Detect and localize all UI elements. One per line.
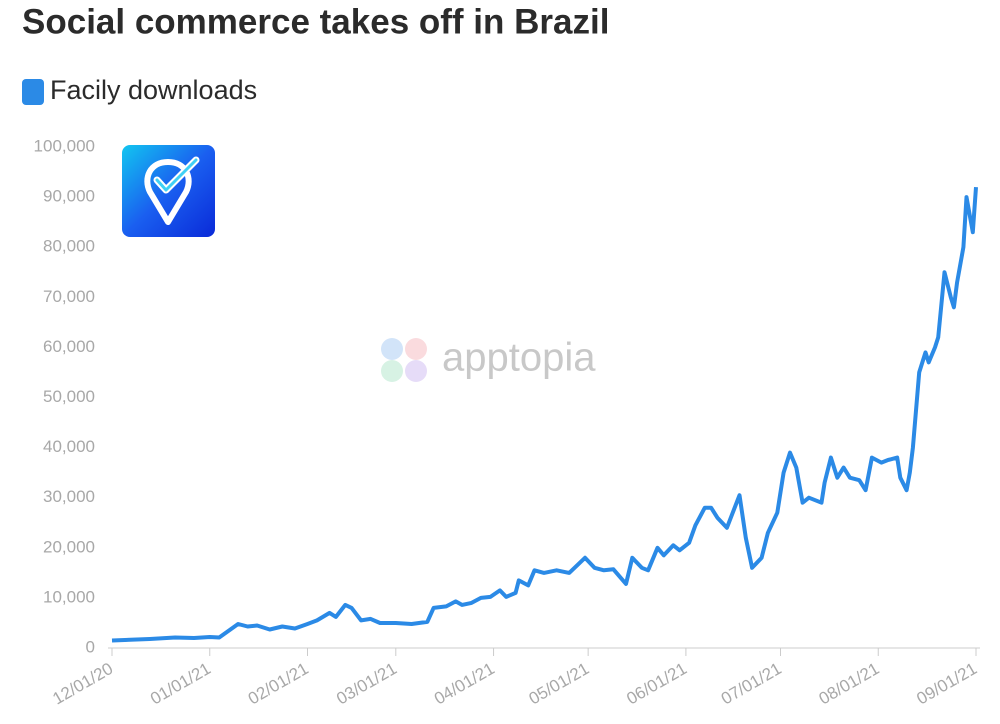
y-tick-label: 60,000 bbox=[43, 337, 95, 356]
watermark: apptopia bbox=[442, 336, 596, 380]
x-tick-label: 04/01/21 bbox=[431, 659, 498, 709]
y-tick-label: 0 bbox=[86, 637, 95, 656]
y-tick-label: 100,000 bbox=[34, 136, 95, 155]
y-tick-label: 30,000 bbox=[43, 487, 95, 506]
x-tick-label: 02/01/21 bbox=[245, 659, 312, 709]
y-tick-label: 90,000 bbox=[43, 187, 95, 206]
y-tick-label: 20,000 bbox=[43, 537, 95, 556]
x-tick-label: 12/01/20 bbox=[49, 659, 116, 709]
y-tick-label: 70,000 bbox=[43, 287, 95, 306]
y-tick-label: 40,000 bbox=[43, 437, 95, 456]
legend-label: Facily downloads bbox=[50, 75, 257, 105]
y-tick-label: 50,000 bbox=[43, 387, 95, 406]
y-tick-label: 10,000 bbox=[43, 587, 95, 606]
x-tick-label: 08/01/21 bbox=[816, 659, 883, 709]
chart-title: Social commerce takes off in Brazil bbox=[22, 2, 609, 41]
legend-swatch bbox=[22, 79, 44, 105]
x-tick-label: 06/01/21 bbox=[623, 659, 690, 709]
x-tick-label: 03/01/21 bbox=[333, 659, 400, 709]
data-line bbox=[111, 186, 978, 643]
y-tick-label: 80,000 bbox=[43, 237, 95, 256]
watermark-icon bbox=[381, 338, 427, 382]
x-tick-label: 05/01/21 bbox=[526, 659, 593, 709]
x-tick-label: 07/01/21 bbox=[718, 659, 785, 709]
x-tick-label: 09/01/21 bbox=[913, 659, 980, 709]
x-tick-label: 01/01/21 bbox=[147, 659, 214, 709]
app-logo bbox=[122, 145, 215, 237]
